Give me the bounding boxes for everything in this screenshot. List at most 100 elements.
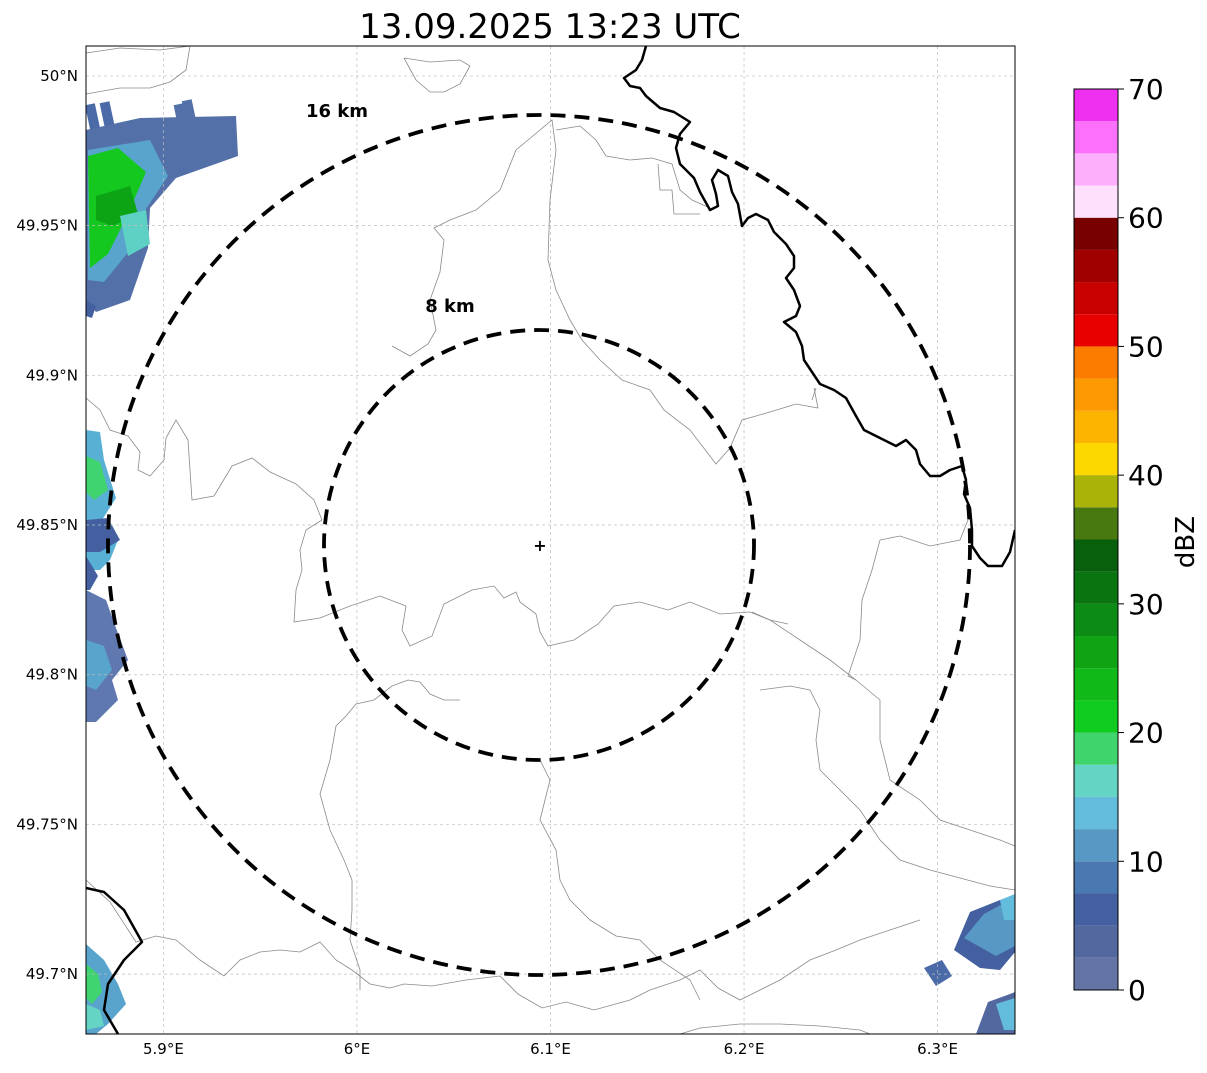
colorbar-cell — [1074, 378, 1118, 411]
colorbar-cell — [1074, 925, 1118, 958]
radar-echo — [99, 101, 115, 127]
colorbar-cell — [1074, 636, 1118, 669]
range-ring-label-16km: 16 km — [306, 101, 368, 122]
boundary-line — [879, 519, 969, 547]
colorbar-cell — [1074, 314, 1118, 347]
colorbar-cell — [1074, 89, 1118, 122]
radar-echo — [86, 1004, 104, 1030]
boundary-line — [811, 387, 817, 401]
boundary-line — [319, 715, 361, 990]
map-frame — [85, 45, 1016, 1035]
map-area: 16 km 8 km + — [86, 46, 1015, 1034]
radar-echo — [86, 103, 102, 135]
lon-tick-label: 6.3°E — [917, 1040, 958, 1058]
colorbar-cell — [1074, 442, 1118, 476]
boundary-line — [86, 879, 921, 1011]
lon-tick-label: 5.9°E — [143, 1040, 184, 1058]
colorbar-cell — [1074, 249, 1118, 283]
colorbar-cells — [1074, 89, 1118, 990]
range-ring-label-8km: 8 km — [425, 296, 475, 317]
radar-echo — [924, 960, 952, 986]
radar-echo — [964, 900, 1015, 956]
colorbar-frame — [1073, 88, 1119, 991]
colorbar-tick-label: 50 — [1128, 330, 1164, 363]
colorbar: 0 10 20 30 40 50 60 70 dBZ — [1073, 73, 1201, 1007]
colorbar-cell — [1074, 829, 1118, 862]
range-rings: 16 km 8 km — [106, 101, 972, 977]
radar-echo — [86, 518, 120, 552]
colorbar-cell — [1074, 764, 1118, 797]
latitude-axis: 50°N 49.95°N 49.9°N 49.85°N 49.8°N 49.75°N 49.… — [16, 67, 78, 983]
border-line — [86, 886, 144, 1034]
lat-tick-label: 49.8°N — [26, 666, 78, 684]
boundary-line — [86, 397, 323, 521]
radar-echo — [86, 300, 96, 318]
boundary-line — [539, 759, 701, 1001]
lon-tick-label: 6°E — [344, 1040, 371, 1058]
lat-tick-label: 49.75°N — [16, 815, 78, 833]
radar-echo — [120, 210, 150, 256]
colorbar-tick-label: 10 — [1128, 845, 1164, 878]
radar-echo — [86, 640, 112, 690]
boundary-line — [449, 119, 819, 465]
boundary-line — [555, 125, 711, 209]
colorbar-cell — [1074, 700, 1118, 733]
longitude-axis: 5.9°E 6°E 6.1°E 6.2°E 6.3°E — [143, 1040, 958, 1058]
colorbar-tick-label: 40 — [1128, 459, 1164, 492]
radar-echo — [996, 998, 1015, 1030]
boundary-line — [679, 1023, 871, 1034]
colorbar-cell — [1074, 346, 1118, 379]
colorbar-cell — [1074, 539, 1118, 572]
border-line — [622, 46, 1015, 568]
colorbar-tick-label: 0 — [1128, 974, 1146, 1007]
colorbar-tick-label: 30 — [1128, 588, 1164, 621]
colorbar-tick-label: 20 — [1128, 717, 1164, 750]
colorbar-cell — [1074, 410, 1118, 443]
colorbar-cell — [1074, 185, 1118, 218]
colorbar-cell — [1074, 957, 1118, 990]
colorbar-cell — [1074, 217, 1118, 250]
colorbar-cell — [1074, 282, 1118, 315]
range-ring-8km — [322, 328, 756, 762]
colorbar-cell — [1074, 121, 1118, 154]
colorbar-cell — [1074, 507, 1118, 540]
lat-tick-label: 49.9°N — [26, 366, 78, 384]
radar-echo — [181, 99, 197, 123]
boundary-line — [403, 57, 471, 93]
colorbar-cell — [1074, 475, 1118, 508]
radar-echo — [86, 556, 98, 590]
colorbar-cell — [1074, 796, 1118, 830]
lat-tick-label: 49.95°N — [16, 217, 78, 235]
range-ring-16km — [106, 113, 972, 977]
boundary-line — [751, 611, 1015, 847]
colorbar-label: dBZ — [1171, 516, 1201, 568]
colorbar-ticks: 0 10 20 30 40 50 60 70 — [1118, 73, 1164, 1007]
colorbar-cell — [1074, 861, 1118, 894]
radar-echo — [86, 456, 108, 500]
boundary-line — [759, 685, 1015, 891]
figure-title: 13.09.2025 13:23 UTC — [359, 7, 741, 47]
colorbar-cell — [1074, 893, 1118, 926]
boundary-line — [86, 46, 191, 95]
lon-tick-label: 6.1°E — [530, 1040, 571, 1058]
boundary-line — [345, 679, 460, 717]
lon-tick-label: 6.2°E — [724, 1040, 765, 1058]
radar-echo — [1000, 894, 1015, 920]
colorbar-tick-label: 60 — [1128, 202, 1164, 235]
colorbar-tick-label: 70 — [1128, 73, 1164, 106]
colorbar-cell — [1074, 571, 1118, 604]
lat-tick-label: 49.7°N — [26, 965, 78, 983]
admin-boundaries — [86, 46, 1015, 1034]
national-border — [86, 46, 1015, 1034]
boundary-line — [293, 519, 789, 647]
radar-echoes — [86, 99, 1015, 1034]
lat-tick-label: 50°N — [40, 67, 78, 85]
colorbar-cell — [1074, 153, 1118, 186]
boundary-line — [847, 539, 881, 681]
lat-tick-label: 49.85°N — [16, 516, 78, 534]
gridlines — [86, 46, 1015, 1034]
radar-center-marker: + — [533, 536, 546, 555]
colorbar-cell — [1074, 603, 1118, 637]
